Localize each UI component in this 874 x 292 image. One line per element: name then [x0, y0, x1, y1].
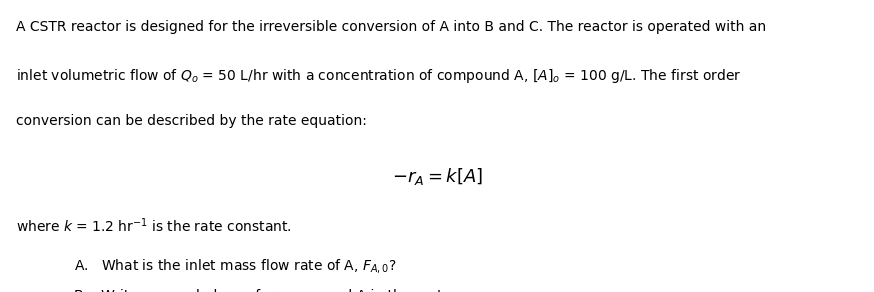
Text: inlet volumetric flow of $Q_o$ = 50 L/hr with a concentration of compound A, $[A: inlet volumetric flow of $Q_o$ = 50 L/hr…: [16, 67, 741, 85]
Text: conversion can be described by the rate equation:: conversion can be described by the rate …: [16, 114, 366, 128]
Text: where $k$ = 1.2 hr$^{-1}$ is the rate constant.: where $k$ = 1.2 hr$^{-1}$ is the rate co…: [16, 216, 292, 235]
Text: B.   Write a mass balance for compound A in the system: B. Write a mass balance for compound A i…: [74, 289, 465, 292]
Text: A.   What is the inlet mass flow rate of A, $F_{A,0}$?: A. What is the inlet mass flow rate of A…: [74, 257, 397, 275]
Text: $-r_A = k[A]$: $-r_A = k[A]$: [392, 166, 482, 187]
Text: A CSTR reactor is designed for the irreversible conversion of A into B and C. Th: A CSTR reactor is designed for the irrev…: [16, 20, 766, 34]
